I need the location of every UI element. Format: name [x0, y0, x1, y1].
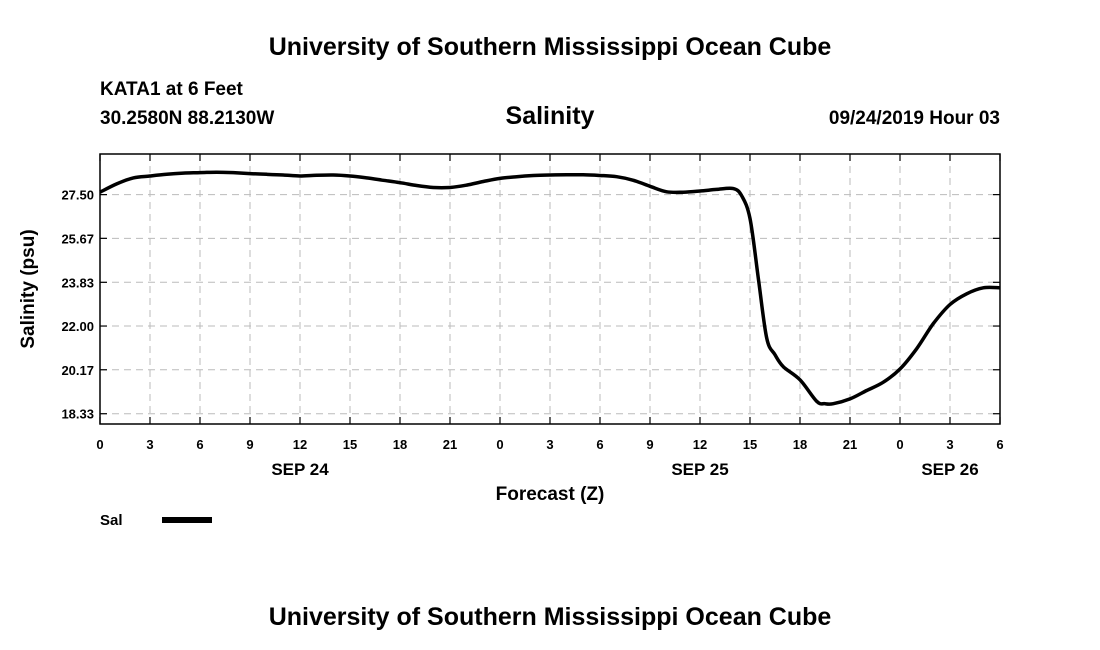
date-label: SEP 26 — [921, 460, 978, 479]
y-tick-labels: 18.33 20.17 22.00 23.83 25.67 27.50 — [61, 188, 94, 422]
station-label: KATA1 at 6 Feet — [100, 79, 244, 100]
x-tick-label: 21 — [843, 437, 857, 452]
date-label: SEP 24 — [271, 460, 329, 479]
x-tick-label: 0 — [896, 437, 903, 452]
x-tick-label: 6 — [596, 437, 603, 452]
x-tick-label: 15 — [343, 437, 357, 452]
page-footer: University of Southern Mississippi Ocean… — [269, 603, 832, 631]
coordinates-label: 30.2580N 88.2130W — [100, 108, 274, 129]
run-time-label: 09/24/2019 Hour 03 — [829, 108, 1000, 129]
x-tick-label: 3 — [546, 437, 553, 452]
x-tick-label: 0 — [96, 437, 103, 452]
x-tick-label: 3 — [946, 437, 953, 452]
page-header: University of Southern Mississippi Ocean… — [269, 33, 832, 61]
y-tick-label: 27.50 — [61, 188, 94, 203]
x-tick-label: 12 — [693, 437, 707, 452]
series-line-sal — [99, 170, 1001, 406]
date-label: SEP 25 — [671, 460, 728, 479]
y-tick-label: 22.00 — [61, 319, 94, 334]
date-labels: SEP 24 SEP 25 SEP 26 — [271, 460, 978, 479]
y-tick-label: 20.17 — [61, 363, 94, 378]
x-tick-label: 12 — [293, 437, 307, 452]
x-tick-label: 21 — [443, 437, 457, 452]
x-tick-label: 0 — [496, 437, 503, 452]
x-axis-label: Forecast (Z) — [496, 484, 605, 505]
x-tick-label: 9 — [646, 437, 653, 452]
ticks — [99, 154, 1001, 424]
legend-label: Sal — [100, 512, 123, 529]
x-tick-label: 18 — [793, 437, 807, 452]
y-axis-label: Salinity (psu) — [18, 229, 39, 348]
x-tick-label: 15 — [743, 437, 757, 452]
x-tick-label: 6 — [996, 437, 1003, 452]
x-tick-label: 3 — [146, 437, 153, 452]
y-tick-label: 25.67 — [61, 231, 94, 246]
y-tick-label: 23.83 — [61, 275, 94, 290]
x-tick-label: 6 — [196, 437, 203, 452]
grid — [100, 154, 1000, 424]
y-tick-label: 18.33 — [61, 407, 94, 422]
x-tick-labels: 0 3 6 9 12 15 18 21 0 3 6 9 12 15 18 21 0 3 6 — [96, 437, 1003, 452]
chart-title: Salinity — [506, 102, 595, 130]
x-tick-label: 9 — [246, 437, 253, 452]
x-tick-label: 18 — [393, 437, 407, 452]
